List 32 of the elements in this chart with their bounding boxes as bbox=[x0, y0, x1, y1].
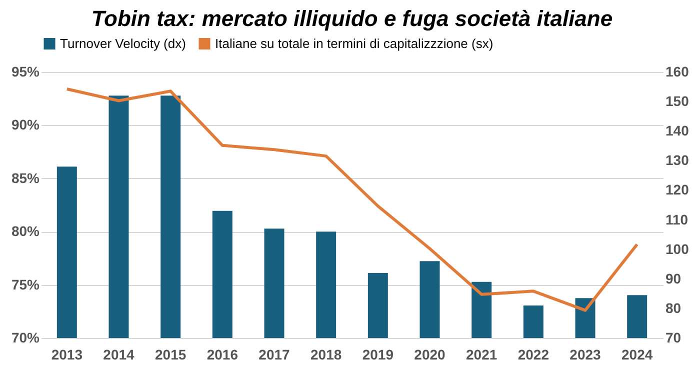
x-tick-label: 2014 bbox=[103, 346, 135, 362]
y2-tick-label: 160 bbox=[666, 64, 690, 80]
chart-title: Tobin tax: mercato illiquido e fuga società italiane bbox=[91, 6, 613, 31]
x-tick-label: 2024 bbox=[622, 346, 653, 362]
legend-label: Italiane su totale in termini di capitalizzzione (sx) bbox=[215, 36, 494, 51]
x-tick-label: 2016 bbox=[206, 346, 238, 362]
y2-tick-label: 130 bbox=[666, 152, 690, 168]
y2-tick-label: 140 bbox=[666, 122, 690, 139]
x-tick-label: 2018 bbox=[310, 346, 342, 362]
x-tick-label: 2020 bbox=[414, 346, 446, 362]
y2-tick-label: 110 bbox=[666, 211, 688, 228]
y-tick-label: 90% bbox=[11, 116, 40, 133]
line-series bbox=[65, 88, 639, 312]
y-tick-label: 75% bbox=[11, 276, 40, 292]
x-tick-label: 2017 bbox=[258, 346, 290, 362]
y2-tick-label: 100 bbox=[666, 240, 690, 257]
x-tick-label: 2019 bbox=[362, 346, 394, 362]
y2-tick-label: 120 bbox=[666, 182, 690, 198]
x-tick-label: 2023 bbox=[570, 346, 602, 362]
x-tick-label: 2015 bbox=[155, 346, 186, 362]
y-tick-label: 80% bbox=[11, 223, 40, 240]
y2-tick-label: 90 bbox=[666, 270, 682, 286]
y2-tick-label: 80 bbox=[666, 300, 682, 316]
y2-tick-label: 150 bbox=[666, 93, 690, 110]
x-tick-label: 2022 bbox=[518, 346, 550, 362]
y-tick-label: 85% bbox=[11, 170, 40, 186]
legend-label: Turnover Velocity (dx) bbox=[60, 36, 186, 51]
y2-tick-label: 70 bbox=[666, 330, 682, 346]
y-tick-label: 70% bbox=[11, 330, 40, 346]
x-tick-label: 2013 bbox=[51, 346, 83, 362]
x-tick-label: 2021 bbox=[466, 346, 498, 362]
y-tick-label: 95% bbox=[11, 64, 40, 80]
